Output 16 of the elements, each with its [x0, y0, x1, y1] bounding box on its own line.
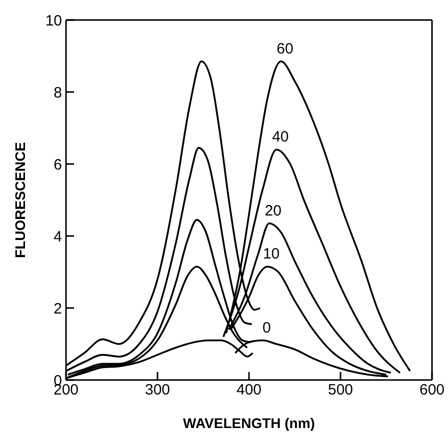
y-tick-label: 8	[54, 84, 62, 102]
series-label: 0	[262, 319, 271, 336]
x-tick-label: 400	[236, 382, 262, 399]
y-tick-label: 2	[54, 300, 62, 318]
y-tick-label: 10	[45, 12, 62, 30]
series-label: 20	[264, 202, 282, 220]
x-tick-label: 500	[328, 382, 354, 399]
x-axis-title: WAVELENGTH (nm)	[183, 415, 315, 431]
x-tick-label: 600	[419, 382, 445, 399]
series-label: 60	[276, 40, 294, 58]
y-tick-label: 6	[54, 156, 62, 174]
y-axis-title: FLUORESCENCE	[12, 142, 28, 258]
x-tick-label: 300	[144, 382, 170, 399]
series-label: 40	[272, 128, 289, 146]
y-tick-label: 4	[54, 228, 62, 246]
series-label: 10	[262, 246, 280, 263]
